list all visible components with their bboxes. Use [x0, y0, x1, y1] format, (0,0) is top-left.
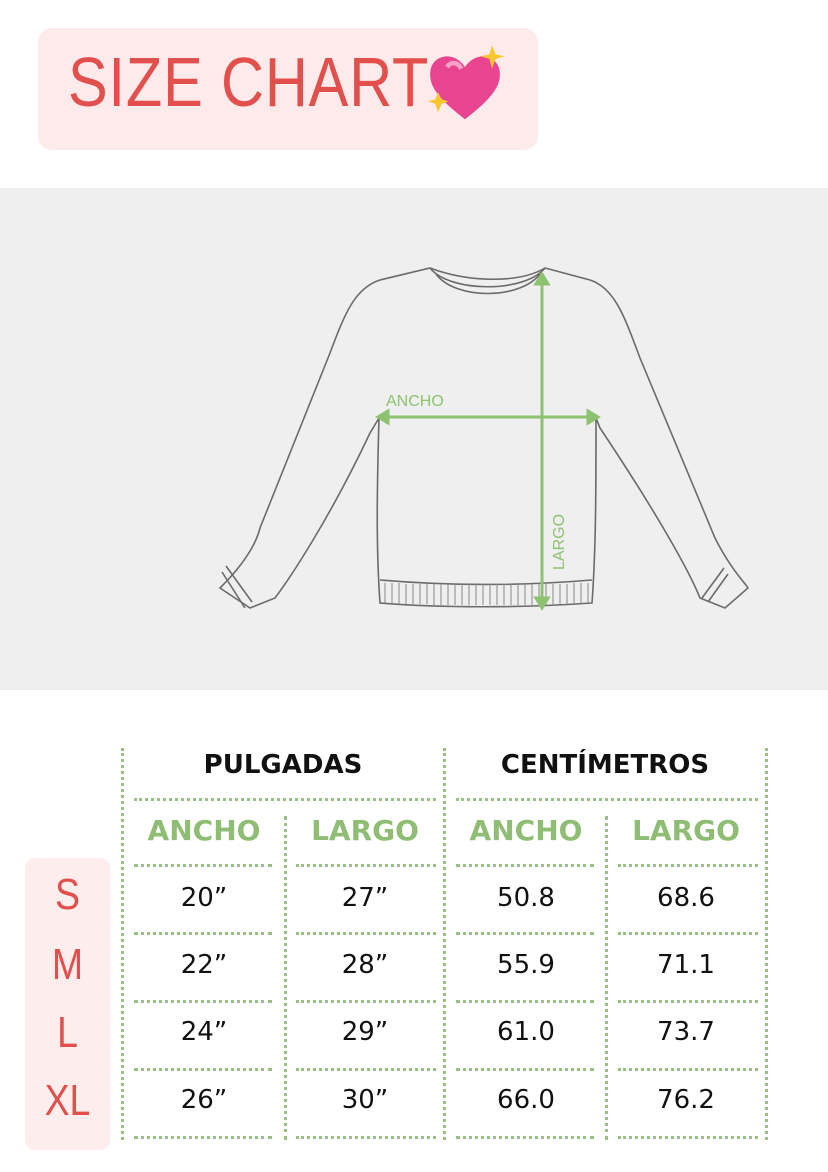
- sweater-illustration: ANCHO LARGO: [218, 267, 750, 611]
- divider: [618, 1068, 758, 1071]
- divider: [121, 748, 124, 1140]
- width-label: ANCHO: [386, 393, 444, 410]
- divider: [456, 1136, 594, 1139]
- size-l: L: [57, 1008, 78, 1057]
- header-pulgadas: PULGADAS: [203, 750, 363, 780]
- table-cell: 30”: [341, 1085, 389, 1115]
- divider: [618, 1000, 758, 1003]
- table-cell: 50.8: [497, 883, 555, 913]
- divider: [296, 932, 436, 935]
- subheader-ancho-in: ANCHO: [147, 814, 261, 847]
- table-cell: 22”: [180, 950, 228, 980]
- table-cell: 26”: [180, 1085, 228, 1115]
- divider: [134, 1068, 272, 1071]
- divider: [456, 1068, 594, 1071]
- size-labels: S M L XL: [25, 858, 110, 1150]
- subheader-largo-in: LARGO: [311, 814, 419, 847]
- divider: [134, 1000, 272, 1003]
- table-cell: 76.2: [657, 1085, 715, 1115]
- table-cell: 73.7: [657, 1017, 715, 1047]
- table-cell: 28”: [341, 950, 389, 980]
- table-cell: 27”: [341, 883, 389, 913]
- table-cell: 55.9: [497, 950, 555, 980]
- size-m: M: [51, 940, 84, 989]
- divider: [618, 932, 758, 935]
- divider: [134, 798, 436, 801]
- header-centimetros: CENTÍMETROS: [500, 750, 710, 780]
- size-xl: XL: [44, 1076, 91, 1125]
- divider: [618, 864, 758, 867]
- divider: [765, 748, 768, 1140]
- table-cell: 29”: [341, 1017, 389, 1047]
- divider: [296, 864, 436, 867]
- divider: [296, 1136, 436, 1139]
- table-cell: 20”: [180, 883, 228, 913]
- divider: [618, 1136, 758, 1139]
- divider: [456, 798, 758, 801]
- page-title: SIZE CHART: [68, 43, 430, 121]
- table-cell: 68.6: [657, 883, 715, 913]
- divider: [456, 1000, 594, 1003]
- subheader-ancho-cm: ANCHO: [469, 814, 583, 847]
- divider: [296, 1000, 436, 1003]
- table-cell: 66.0: [497, 1085, 555, 1115]
- divider: [284, 816, 287, 1140]
- subheader-largo-cm: LARGO: [632, 814, 740, 847]
- table-cell: 71.1: [657, 950, 715, 980]
- divider: [456, 864, 594, 867]
- divider: [134, 932, 272, 935]
- divider: [134, 864, 272, 867]
- table-cell: 61.0: [497, 1017, 555, 1047]
- divider: [134, 1136, 272, 1139]
- size-s: S: [55, 870, 80, 919]
- length-label: LARGO: [551, 514, 568, 570]
- divider: [605, 816, 608, 1140]
- sparkling-heart-icon: [428, 45, 505, 120]
- sweater-diagram: ANCHO LARGO: [0, 188, 828, 690]
- divider: [443, 748, 446, 1140]
- divider: [296, 1068, 436, 1071]
- divider: [456, 932, 594, 935]
- title-banner: SIZE CHART: [38, 28, 538, 150]
- table-cell: 24”: [180, 1017, 228, 1047]
